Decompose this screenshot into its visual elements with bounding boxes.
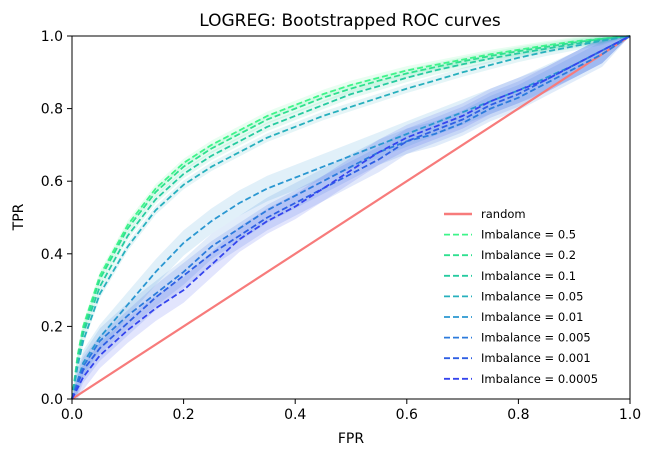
legend-label: Imbalance = 0.2 xyxy=(481,248,576,262)
x-axis: 0.0 0.2 0.4 0.6 0.8 1.0 xyxy=(61,399,641,423)
roc-curve-line xyxy=(71,35,631,400)
y-axis-label: TPR xyxy=(11,203,27,231)
x-tick-label: 0.0 xyxy=(61,407,83,423)
x-tick-label: 0.4 xyxy=(284,407,306,423)
roc-curve-line xyxy=(71,35,631,400)
y-tick-label: 0.0 xyxy=(41,392,63,408)
x-tick-label: 1.0 xyxy=(619,407,641,423)
legend: random Imbalance = 0.5 Imbalance = 0.2 Imba… xyxy=(444,207,598,386)
roc-curve-line xyxy=(71,35,631,400)
legend-label: Imbalance = 0.1 xyxy=(481,269,576,283)
legend-label: Imbalance = 0.01 xyxy=(481,310,583,324)
x-tick-label: 0.2 xyxy=(172,407,194,423)
y-tick-label: 0.6 xyxy=(41,174,63,190)
legend-label: Imbalance = 0.05 xyxy=(481,289,583,303)
roc-curve-line xyxy=(71,35,631,400)
roc-curve-line xyxy=(71,35,631,400)
y-tick-label: 1.0 xyxy=(41,29,63,45)
x-tick-label: 0.6 xyxy=(396,407,418,423)
confidence-band xyxy=(72,36,630,399)
roc-curve-line xyxy=(71,35,631,400)
legend-label: random xyxy=(481,207,526,221)
legend-label: Imbalance = 0.005 xyxy=(481,331,591,345)
plot-frame xyxy=(71,35,631,400)
legend-label: Imbalance = 0.5 xyxy=(481,228,576,242)
y-axis: 0.0 0.2 0.4 0.6 0.8 1.0 xyxy=(41,29,72,408)
legend-label: Imbalance = 0.001 xyxy=(481,351,591,365)
y-tick-label: 0.8 xyxy=(41,102,63,118)
y-tick-label: 0.4 xyxy=(41,247,63,263)
roc-curve-line xyxy=(71,35,631,400)
legend-label: Imbalance = 0.0005 xyxy=(481,372,598,386)
series-lines xyxy=(71,35,631,400)
x-axis-label: FPR xyxy=(338,431,364,447)
roc-curve-line xyxy=(71,35,631,400)
random-line xyxy=(71,35,631,400)
x-tick-label: 0.8 xyxy=(507,407,529,423)
y-tick-label: 0.2 xyxy=(41,319,63,335)
chart-title: LOGREG: Bootstrapped ROC curves xyxy=(199,11,501,31)
